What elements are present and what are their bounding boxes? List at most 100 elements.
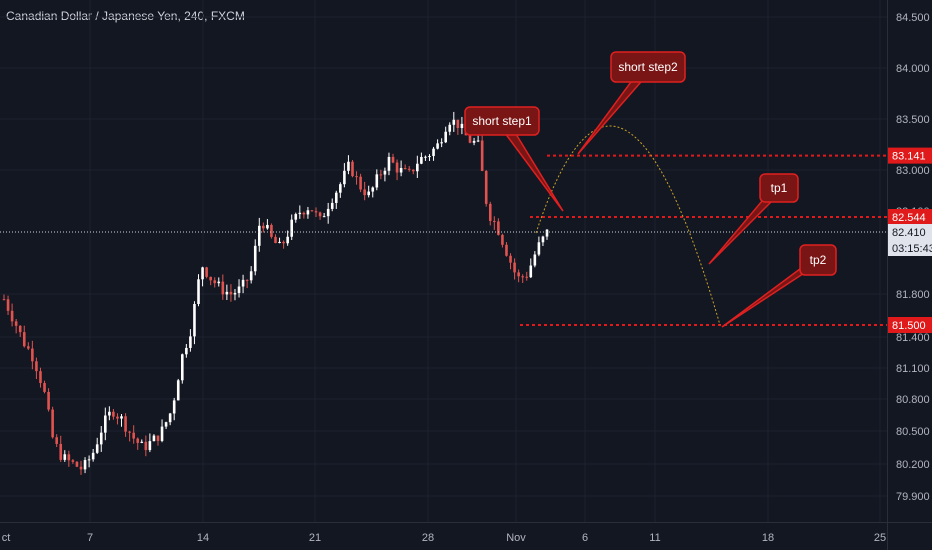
candle-body xyxy=(497,221,500,235)
candle-body xyxy=(168,413,172,423)
candle-body xyxy=(108,411,111,416)
candle-body xyxy=(176,380,180,401)
candle-body xyxy=(387,156,391,171)
candle-body xyxy=(59,443,63,460)
level-price-tag xyxy=(888,209,932,225)
candle-body xyxy=(351,161,354,177)
candle-body xyxy=(290,219,294,237)
candle-body xyxy=(156,435,160,441)
candle-body xyxy=(83,460,87,470)
candle-body xyxy=(278,241,281,244)
candle-body xyxy=(416,163,419,172)
symbol-title: Canadian Dollar / Japanese Yen, 240, FXC… xyxy=(6,9,245,23)
candle-body xyxy=(517,272,520,277)
candle-body xyxy=(302,212,306,215)
candle-body xyxy=(116,416,119,419)
candle-body xyxy=(456,119,460,129)
candle-body xyxy=(359,176,362,190)
price-tick-label: 83.000 xyxy=(896,165,930,177)
candle-body xyxy=(262,225,265,229)
candle-body xyxy=(286,236,289,244)
candle-body xyxy=(233,293,237,295)
level-price-tag xyxy=(888,317,932,333)
projection-curve xyxy=(535,125,721,326)
candle-body xyxy=(237,286,241,294)
price-tick-label: 84.500 xyxy=(896,12,930,24)
candle-body xyxy=(128,431,131,433)
candle-body xyxy=(245,279,249,281)
candle-body xyxy=(249,271,253,281)
candle-body xyxy=(424,156,427,158)
candle-body xyxy=(201,267,204,280)
level-price-label: 82.544 xyxy=(892,212,926,224)
candle-body xyxy=(330,202,334,209)
candle-body xyxy=(318,212,322,217)
candle-body xyxy=(257,225,261,246)
candle-body xyxy=(241,279,245,287)
callout-box[interactable] xyxy=(759,173,799,203)
candle-body xyxy=(217,281,221,284)
level-price-label: 81.500 xyxy=(892,320,926,332)
candle-body xyxy=(185,347,188,355)
candle-body xyxy=(229,291,233,295)
candle-body xyxy=(189,336,192,348)
price-tick-label: 81.800 xyxy=(896,289,930,301)
candle-body xyxy=(505,244,508,256)
candle-body xyxy=(501,234,504,245)
candle-body xyxy=(383,170,387,175)
time-tick-label: 21 xyxy=(309,532,321,544)
candle-body xyxy=(282,241,285,244)
candle-body xyxy=(537,242,541,255)
candle-body xyxy=(197,279,200,304)
candle-body xyxy=(10,310,14,322)
callout-box[interactable] xyxy=(799,244,837,276)
callout-box[interactable] xyxy=(464,106,540,136)
candle-body xyxy=(39,371,42,384)
candle-body xyxy=(488,203,492,221)
candle-body xyxy=(132,432,135,439)
candle-body xyxy=(343,170,346,185)
candle-body xyxy=(87,459,91,461)
candle-body xyxy=(493,220,496,222)
candle-body xyxy=(444,131,447,143)
candle-body xyxy=(472,140,476,143)
candle-body xyxy=(533,254,537,266)
time-tick-label: 7 xyxy=(87,532,93,544)
time-tick-label: 25 xyxy=(874,532,886,544)
candle-body xyxy=(432,148,435,157)
candle-body xyxy=(144,441,148,451)
time-tick-label: 18 xyxy=(762,532,774,544)
level-price-tag xyxy=(888,147,932,164)
callout-box[interactable] xyxy=(610,51,686,83)
candle-body xyxy=(521,276,524,278)
price-tick-label: 80.800 xyxy=(896,394,930,406)
candle-body xyxy=(484,170,488,204)
time-tick-label: Nov xyxy=(506,532,526,544)
price-tick-label: 80.500 xyxy=(896,426,930,438)
price-tick-label: 84.000 xyxy=(896,63,930,75)
candle-body xyxy=(124,416,127,432)
candle-body xyxy=(221,281,225,295)
candle-body xyxy=(525,276,529,278)
candle-body xyxy=(193,303,196,337)
candle-body xyxy=(367,191,371,196)
time-tick-label: 28 xyxy=(422,532,434,544)
level-price-label: 83.141 xyxy=(892,151,926,163)
candle-body xyxy=(440,142,443,144)
candle-body xyxy=(95,444,99,453)
candle-body xyxy=(371,187,375,192)
candle-body xyxy=(71,460,75,462)
candle-body xyxy=(47,391,50,410)
candle-body xyxy=(91,452,95,460)
candle-body xyxy=(136,438,140,443)
candle-body xyxy=(334,192,338,203)
candle-body xyxy=(436,143,439,149)
candle-body xyxy=(253,245,257,272)
candle-body xyxy=(43,383,46,392)
price-tick-label: 81.100 xyxy=(896,363,930,375)
time-tick-label: 6 xyxy=(582,532,588,544)
candle-body xyxy=(274,236,277,244)
candle-body xyxy=(63,454,67,460)
candle-body xyxy=(545,229,549,237)
